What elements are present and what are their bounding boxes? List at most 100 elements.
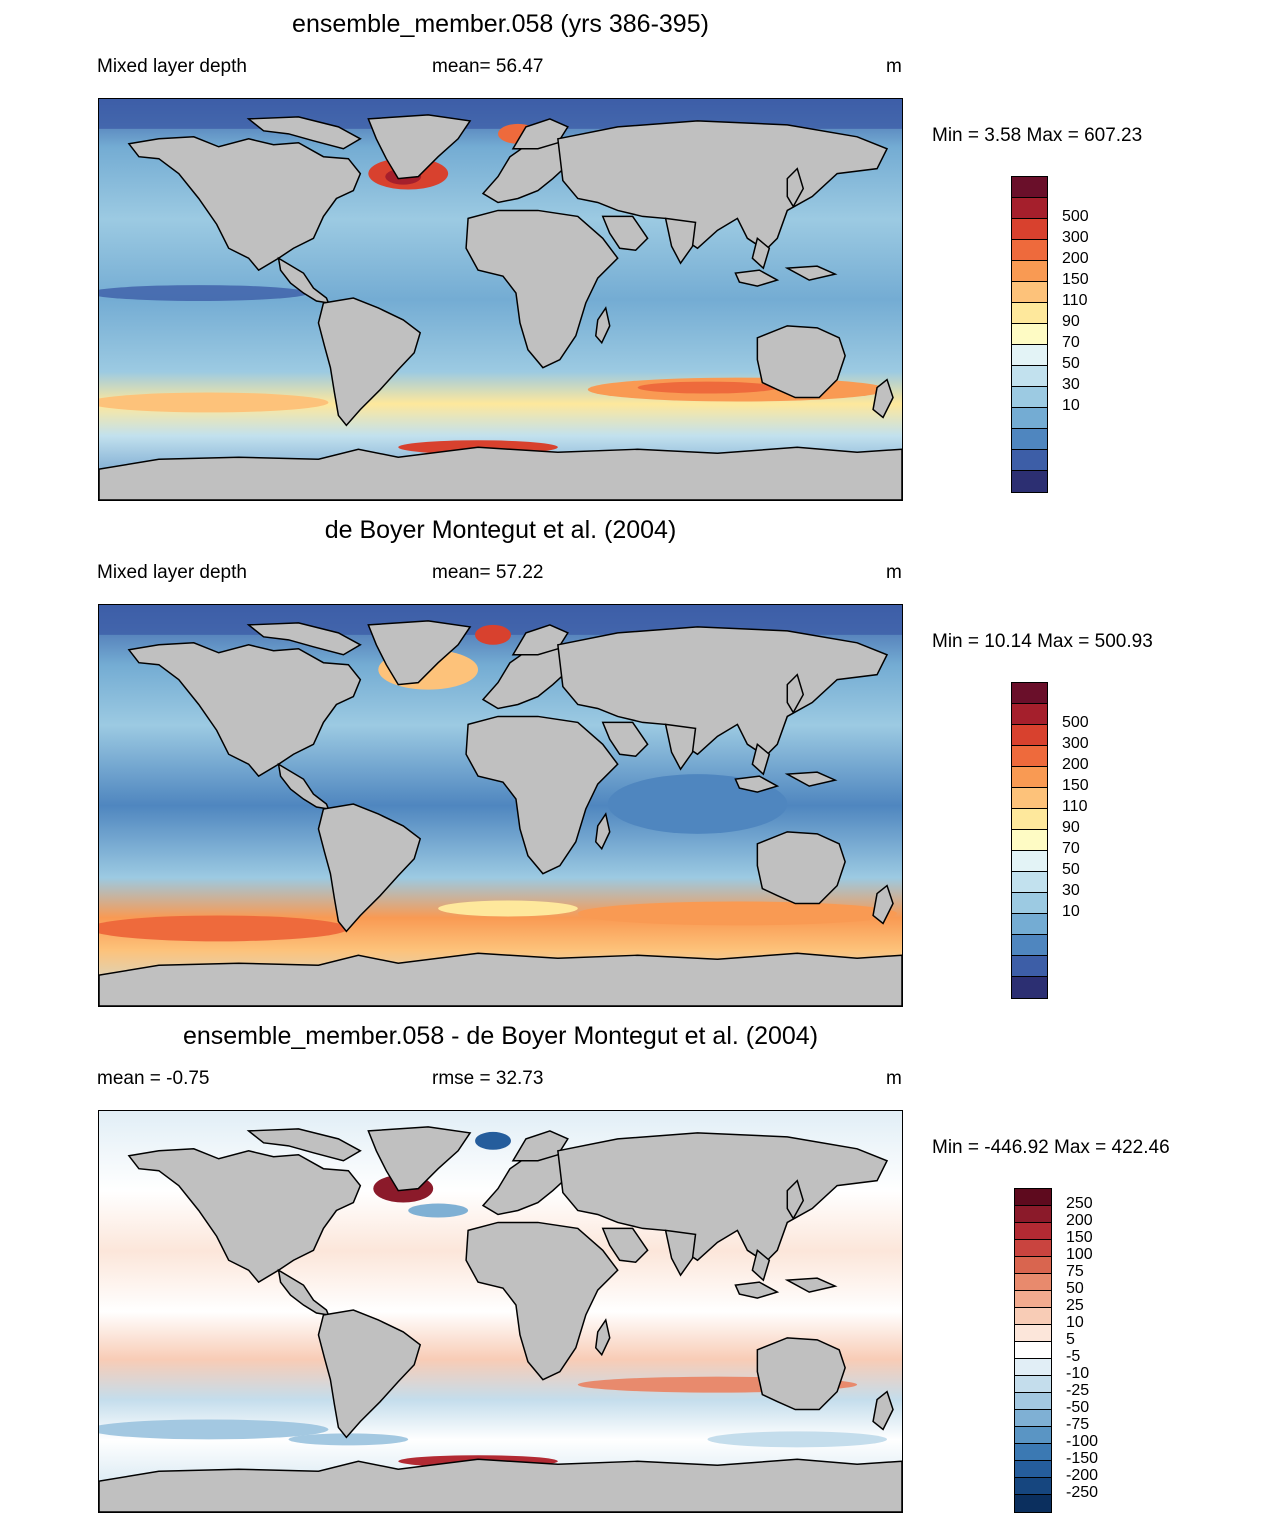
colorbar-swatch <box>1015 1444 1051 1461</box>
colorbar-tick-label: -25 <box>1066 1382 1090 1399</box>
colorbar-tick-label: -10 <box>1066 1365 1090 1382</box>
panel-observations: de Boyer Montegut et al. (2004) Mixed la… <box>0 506 1285 1012</box>
colorbar-tick-label: 70 <box>1062 334 1080 351</box>
variable-label: Mixed layer depth <box>97 56 247 77</box>
colorbar-swatch <box>1012 872 1047 893</box>
colorbar-swatch <box>1012 746 1047 767</box>
south-atlantic-negative <box>288 1433 409 1446</box>
colorbar-swatch <box>1012 177 1047 198</box>
colorbar-swatch <box>1015 1478 1051 1495</box>
rmse-label: rmse = 32.73 <box>432 1068 544 1089</box>
colorbar-swatch <box>1012 471 1047 492</box>
colorbar-swatch <box>1012 704 1047 725</box>
colorbar-swatch <box>1012 956 1047 977</box>
min-max-label: Min = -446.92 Max = 422.46 <box>932 1137 1170 1158</box>
colorbar-swatch <box>1012 809 1047 830</box>
colorbar-tick-label: -75 <box>1066 1416 1090 1433</box>
colorbar-swatch <box>1012 429 1047 450</box>
colorbar-swatch <box>1012 767 1047 788</box>
panel-title: de Boyer Montegut et al. (2004) <box>324 516 677 544</box>
colorbar-swatch <box>1015 1461 1051 1478</box>
colorbar-tick-label: -250 <box>1066 1484 1099 1501</box>
map-difference <box>98 1110 903 1513</box>
southern-indian-band <box>577 901 898 926</box>
colorbar-swatch <box>1012 830 1047 851</box>
colorbar-tick-label: 200 <box>1062 756 1089 773</box>
min-max-label: Min = 3.58 Max = 607.23 <box>932 125 1143 146</box>
mean-label: mean= 57.22 <box>432 562 544 583</box>
colorbar-swatch <box>1015 1291 1051 1308</box>
colorbar-swatch <box>1012 935 1047 956</box>
colorbar-swatch <box>1015 1206 1051 1223</box>
colorbar-swatch <box>1015 1308 1051 1325</box>
colorbar-tick-label: 10 <box>1066 1314 1084 1331</box>
subpolar-negative <box>408 1203 469 1218</box>
colorbar-swatch <box>1012 851 1047 872</box>
colorbar-tick-label: 150 <box>1066 1229 1093 1246</box>
colorbar-tick-label: 250 <box>1066 1195 1093 1212</box>
colorbar-tick-label: 110 <box>1062 292 1088 309</box>
colorbar-swatch <box>1012 366 1047 387</box>
units-label: m <box>886 562 902 583</box>
colorbar-tick-label: 300 <box>1062 229 1089 246</box>
colorbar-swatch <box>1015 1359 1051 1376</box>
colorbar-tick-label: 30 <box>1062 882 1080 899</box>
colorbar-tick-label: 100 <box>1066 1246 1093 1263</box>
colorbar-swatch <box>1012 282 1047 303</box>
equatorial-pacific <box>99 285 309 301</box>
colorbar <box>1011 682 1048 999</box>
nordic-seas-negative <box>475 1131 511 1150</box>
colorbar-swatch <box>1015 1189 1051 1206</box>
colorbar-tick-label: 10 <box>1062 903 1080 920</box>
units-label: m <box>886 56 902 77</box>
colorbar-tick-label: 150 <box>1062 777 1089 794</box>
map-model <box>98 98 903 501</box>
map-observations <box>98 604 903 1007</box>
colorbar-swatch <box>1012 725 1047 746</box>
colorbar-swatch <box>1012 408 1047 429</box>
colorbar-swatch <box>1012 345 1047 366</box>
colorbar-swatch <box>1012 914 1047 935</box>
colorbar-tick-label: 50 <box>1062 861 1080 878</box>
southern-pacific-band <box>99 392 329 413</box>
colorbar-tick-label: 5 <box>1066 1331 1075 1348</box>
colorbar-tick-label: 50 <box>1066 1280 1084 1297</box>
southern-ocean-negative <box>707 1431 888 1448</box>
colorbar-tick-label: -150 <box>1066 1450 1099 1467</box>
colorbar-swatch <box>1012 683 1047 704</box>
colorbar-swatch <box>1012 240 1047 261</box>
colorbar-tick-label: 90 <box>1062 313 1080 330</box>
colorbar-swatch <box>1012 893 1047 914</box>
colorbar-tick-label: 150 <box>1062 271 1089 288</box>
panel-title: ensemble_member.058 (yrs 386-395) <box>292 10 709 38</box>
colorbar-swatch <box>1015 1376 1051 1393</box>
colorbar-swatch <box>1012 261 1047 282</box>
colorbar-swatch <box>1015 1325 1051 1342</box>
southern-atlantic-band <box>438 900 578 917</box>
colorbar-swatch <box>1015 1342 1051 1359</box>
colorbar-tick-label: -100 <box>1066 1433 1099 1450</box>
units-label: m <box>886 1068 902 1089</box>
colorbar-swatch <box>1012 303 1047 324</box>
colorbar-swatch <box>1012 450 1047 471</box>
mean-label: mean = -0.75 <box>97 1068 210 1089</box>
colorbar-tick-label: -50 <box>1066 1399 1090 1416</box>
nordic-seas <box>475 624 511 645</box>
colorbar-swatch <box>1015 1240 1051 1257</box>
colorbar-swatch <box>1012 387 1047 408</box>
southern-indian-core <box>637 381 778 394</box>
southern-pacific-negative <box>99 1419 329 1440</box>
colorbar-tick-label: 75 <box>1066 1263 1084 1280</box>
colorbar-swatch <box>1015 1427 1051 1444</box>
variable-label: Mixed layer depth <box>97 562 247 583</box>
colorbar-swatch <box>1012 788 1047 809</box>
panel-title: ensemble_member.058 - de Boyer Montegut … <box>182 1022 819 1050</box>
colorbar-swatch <box>1015 1410 1051 1427</box>
colorbar-tick-label: 110 <box>1062 798 1088 815</box>
southern-pacific-band <box>99 915 349 942</box>
panel-model: ensemble_member.058 (yrs 386-395) Mixed … <box>0 0 1285 506</box>
colorbar-tick-label: 70 <box>1062 840 1080 857</box>
colorbar-tick-label: -200 <box>1066 1467 1099 1484</box>
colorbar-tick-label: 200 <box>1062 250 1089 267</box>
colorbar-swatch <box>1015 1274 1051 1291</box>
